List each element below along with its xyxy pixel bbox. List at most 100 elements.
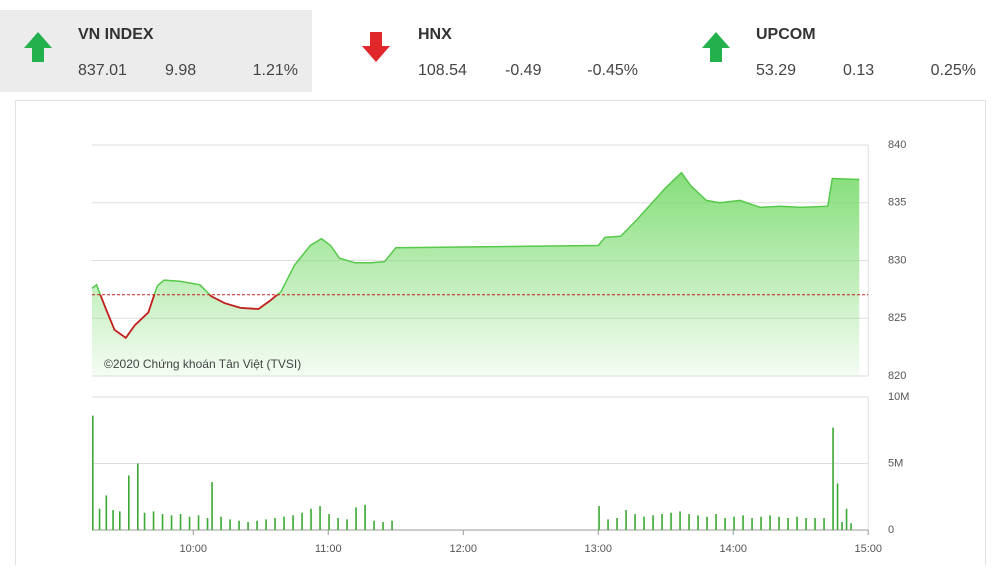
volume-bar [778,516,780,530]
volume-bar [832,427,834,530]
volume-bar [346,519,348,530]
volume-bar [805,518,807,530]
index-value: 108.54 [418,62,467,79]
volume-bar [161,514,164,530]
volume-bar [625,510,627,530]
trend-arrow [24,32,52,62]
index-value: 837.01 [78,62,127,79]
volume-bar [328,514,330,530]
volume-bar [724,518,726,530]
index-change: 9.98 [165,62,196,79]
volume-bar [850,523,852,530]
volume-bar [301,512,303,530]
index-percent: 0.25% [931,62,976,79]
volume-bar [661,514,663,530]
y-tick-label: 840 [888,139,906,151]
volume-bar [265,519,267,530]
volume-bar [845,508,848,530]
volume-bar [188,516,191,530]
x-tick-label: 10:00 [179,543,207,555]
volume-bar [598,506,600,530]
volume-bar [137,463,139,530]
index-name: UPCOM [756,26,816,43]
volume-bar [643,516,645,530]
volume-bar [733,516,735,530]
index-value: 53.29 [756,62,796,79]
volume-bar [814,518,816,530]
volume-bar [706,516,708,530]
volume-bar [179,514,182,530]
volume-bar [310,508,312,530]
volume-bar [715,514,717,530]
volume-bar [823,518,825,530]
volume-bar [391,520,393,530]
index-change: 0.13 [843,62,874,79]
volume-bar [92,415,94,530]
volume-bar [688,514,690,530]
y-tick-label: 820 [888,370,906,382]
price-line [91,171,860,339]
volume-bar [211,482,213,530]
volume-bar [105,495,108,530]
y-tick-label: 835 [888,197,906,209]
volume-bar [283,516,285,530]
volume-bar [670,512,672,530]
volume-bar [355,507,357,530]
volume-bar [128,475,130,530]
volume-bar [112,510,114,530]
volume-bar [220,516,222,530]
header-highlight [0,10,312,92]
index-percent: 1.21% [253,62,298,79]
copyright: ©2020 Chứng khoán Tân Việt (TVSI) [104,357,301,371]
volume-bar [742,515,744,530]
trend-arrow [702,32,730,62]
volume-bar [697,515,699,530]
x-tick-label: 11:00 [315,543,342,555]
volume-bar [119,511,121,530]
x-tick-label: 14:00 [719,543,747,555]
volume-bar [337,518,339,530]
volume-bar [769,515,771,530]
volume-bar [607,519,609,530]
volume-bar [274,518,276,530]
trend-arrow [362,32,390,62]
volume-bar [373,520,375,530]
volume-bar [229,519,231,530]
x-tick-label: 15:00 [854,543,882,555]
y-tick-label: 5M [888,457,903,469]
volume-bar [206,518,209,530]
volume-bar [98,508,101,530]
index-change: -0.49 [505,62,542,79]
volume-bar [841,522,843,530]
volume-bar [382,522,384,530]
x-tick-label: 12:00 [449,543,477,555]
y-tick-label: 830 [888,254,906,266]
y-tick-label: 0 [888,524,894,536]
index-name: HNX [418,26,452,43]
volume-bar [760,516,762,530]
volume-bar [652,515,654,530]
volume-bar [836,483,839,530]
index-name: VN INDEX [78,26,154,43]
volume-bar [170,515,173,530]
volume-bar [247,522,249,530]
index-percent: -0.45% [587,62,638,79]
volume-bar [292,515,294,530]
volume-bar [616,518,618,530]
chart-frame [15,100,986,570]
volume-bar [238,520,240,530]
volume-bar [319,506,321,530]
price-area [92,172,860,376]
y-tick-label: 10M [888,391,909,403]
volume-bar [796,516,798,530]
x-tick-label: 13:00 [584,543,612,555]
volume-bar [152,511,155,530]
volume-bar [634,514,636,530]
volume-bar [787,518,789,530]
volume-bar [197,515,200,530]
volume-bar [679,511,681,530]
volume-bar [751,518,753,530]
volume-bar [364,504,366,530]
